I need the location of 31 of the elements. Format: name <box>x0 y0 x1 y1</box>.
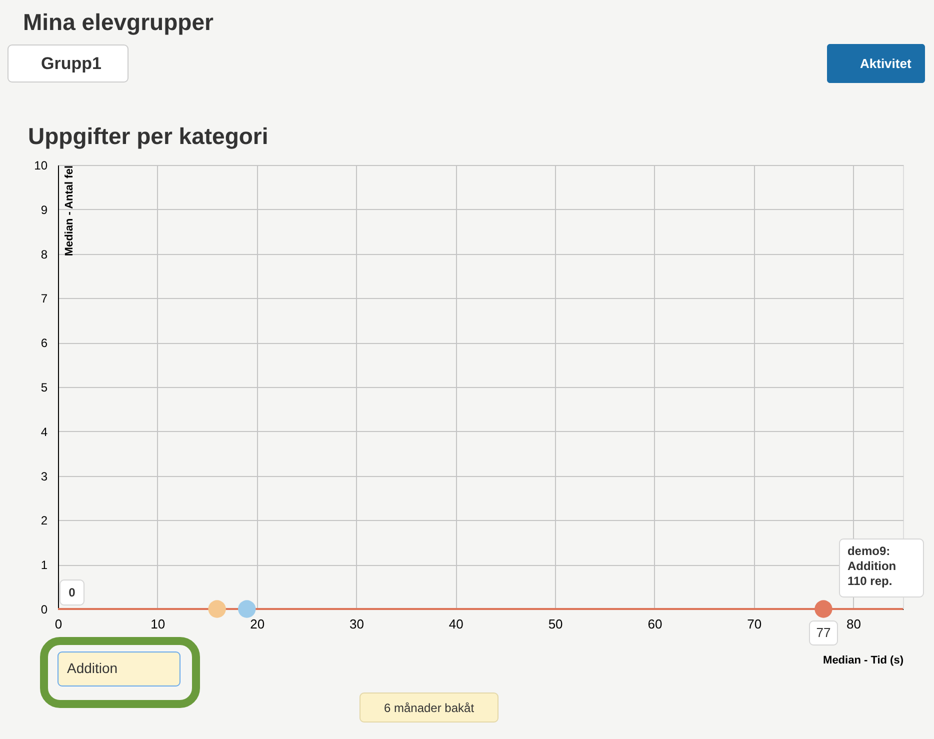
x-tick-label: 0 <box>54 616 62 632</box>
x-tick-label: 10 <box>150 616 166 632</box>
chart-title: Uppgifter per kategori <box>28 123 268 149</box>
y-tick-label: 8 <box>40 247 48 262</box>
y-tick-label: 10 <box>34 158 48 172</box>
annotation: demo9: Addition 110 rep. <box>847 544 896 588</box>
text: Addition <box>67 660 118 676</box>
x-tick-label: 60 <box>648 616 662 632</box>
x-tick-label: 20 <box>250 616 265 632</box>
y-tick-label: 4 <box>40 424 48 439</box>
y-tick-label: 5 <box>40 380 48 394</box>
x-tick-label: 30 <box>350 616 364 632</box>
x-axis-title: Median - Tid (s) <box>823 654 904 666</box>
text: 6 månader bakåt <box>384 701 475 715</box>
x-tick-label: 40 <box>448 616 464 632</box>
y-tick-label: 6 <box>40 336 48 350</box>
y-tick-label: 9 <box>40 202 48 217</box>
x-tick-label: 80 <box>846 616 862 632</box>
y-tick-label: 0 <box>40 602 48 616</box>
text: Mina elevgrupper <box>23 9 214 35</box>
x-tick-label: 50 <box>548 616 563 632</box>
annotation: 0 <box>68 586 76 600</box>
y-tick-label: 7 <box>40 292 48 306</box>
annotation: 77 <box>816 625 831 640</box>
y-tick-label: 3 <box>40 469 48 484</box>
y-axis-title: Median - Antal fel <box>64 166 76 256</box>
text: Grupp1 <box>41 54 102 73</box>
y-tick-label: 1 <box>40 558 48 572</box>
text: Aktivitet <box>860 56 912 71</box>
y-tick-label: 2 <box>40 514 48 528</box>
x-tick-label: 70 <box>747 616 762 632</box>
